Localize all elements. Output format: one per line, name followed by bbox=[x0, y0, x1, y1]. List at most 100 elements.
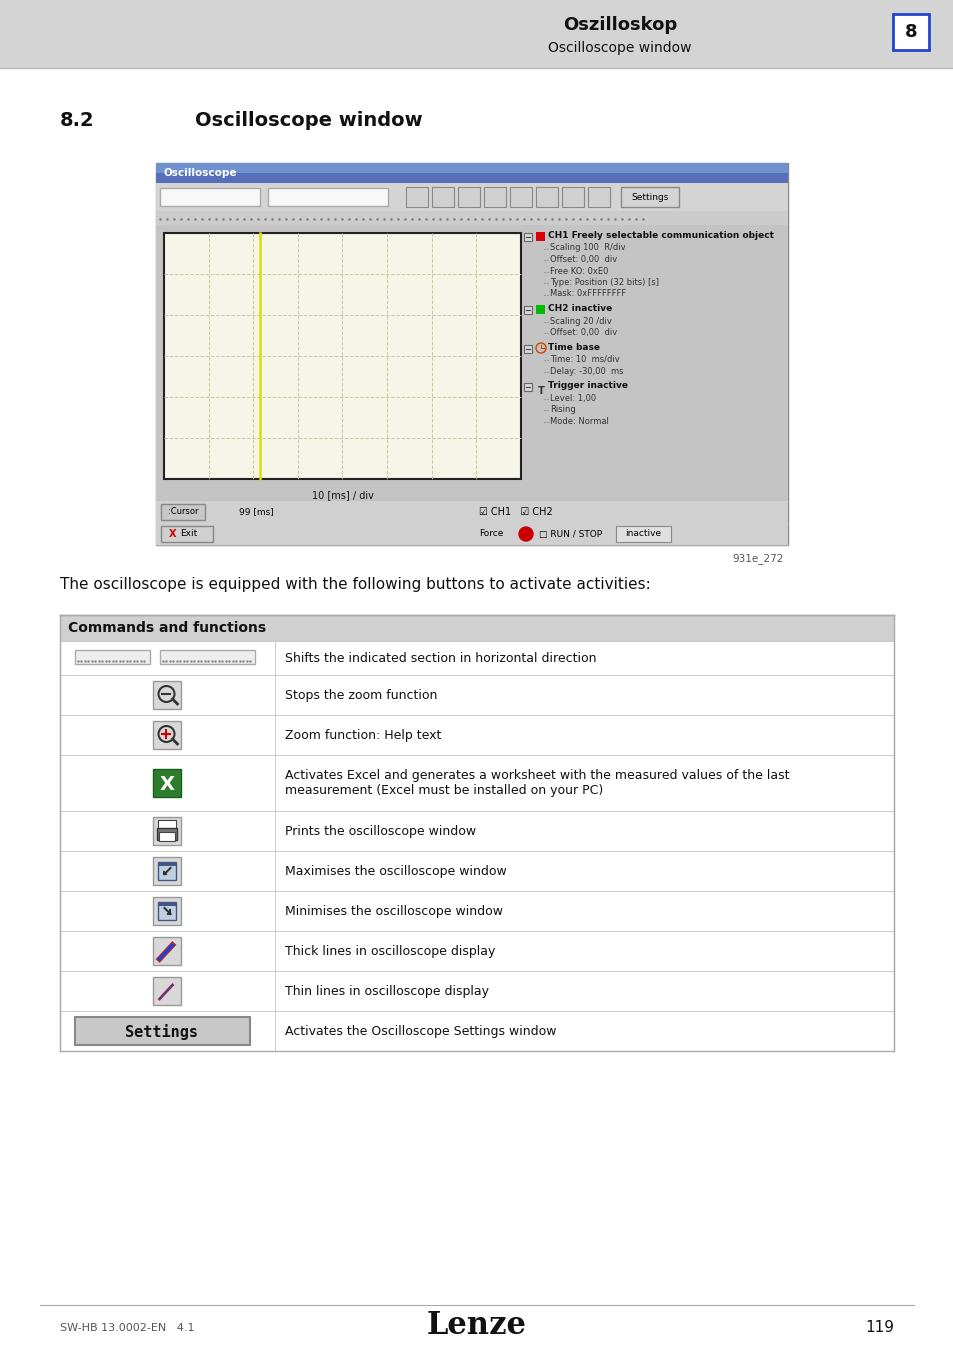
Bar bbox=[164, 234, 520, 479]
Circle shape bbox=[518, 526, 533, 541]
Bar bbox=[60, 1011, 893, 1052]
Bar bbox=[523, 344, 532, 352]
Bar bbox=[510, 188, 532, 207]
Bar bbox=[159, 832, 175, 841]
Text: Time base: Time base bbox=[547, 343, 599, 351]
Text: Maximises the oscilloscope window: Maximises the oscilloscope window bbox=[285, 864, 506, 878]
Bar bbox=[587, 188, 609, 207]
Bar bbox=[158, 863, 176, 865]
Text: Type: Position (32 bits) [s]: Type: Position (32 bits) [s] bbox=[550, 278, 659, 288]
Text: 10 [ms] / div: 10 [ms] / div bbox=[312, 490, 373, 500]
Text: The oscilloscope is equipped with the following buttons to activate activities:: The oscilloscope is equipped with the fo… bbox=[60, 576, 650, 593]
Bar bbox=[156, 522, 787, 545]
Text: Minimises the oscilloscope window: Minimises the oscilloscope window bbox=[285, 904, 502, 918]
Text: Time: 10  ms/div: Time: 10 ms/div bbox=[550, 355, 619, 364]
Text: Oszilloskop: Oszilloskop bbox=[562, 16, 677, 34]
Bar bbox=[156, 163, 787, 545]
Text: Lenze: Lenze bbox=[427, 1310, 526, 1341]
Text: Exit: Exit bbox=[180, 529, 197, 539]
Text: Thin lines in oscilloscope display: Thin lines in oscilloscope display bbox=[285, 984, 489, 998]
Text: Offset: 0,00  div: Offset: 0,00 div bbox=[550, 255, 617, 265]
Bar bbox=[161, 504, 205, 520]
Bar bbox=[75, 649, 150, 664]
Text: Level: 1,00: Level: 1,00 bbox=[550, 393, 596, 402]
Text: :Cursor: :Cursor bbox=[168, 508, 198, 517]
Text: Settings: Settings bbox=[126, 1025, 198, 1040]
Bar bbox=[0, 0, 953, 68]
Text: Scaling 20 /div: Scaling 20 /div bbox=[550, 316, 611, 325]
Bar bbox=[153, 896, 181, 925]
Text: X: X bbox=[160, 775, 174, 794]
Bar bbox=[523, 234, 532, 242]
Bar bbox=[153, 817, 181, 845]
Text: Oscilloscope: Oscilloscope bbox=[164, 167, 237, 178]
Bar bbox=[158, 819, 176, 830]
Text: Trigger inactive: Trigger inactive bbox=[547, 381, 627, 390]
Text: Thick lines in oscilloscope display: Thick lines in oscilloscope display bbox=[285, 945, 495, 957]
Bar bbox=[523, 306, 532, 315]
Text: Prints the oscilloscope window: Prints the oscilloscope window bbox=[285, 825, 476, 837]
Bar bbox=[60, 891, 893, 931]
Bar bbox=[156, 184, 787, 211]
Text: Activates Excel and generates a worksheet with the measured values of the last
m: Activates Excel and generates a workshee… bbox=[285, 769, 789, 796]
Bar bbox=[60, 675, 893, 716]
Text: Free KO: 0xE0: Free KO: 0xE0 bbox=[550, 266, 608, 275]
Text: Commands and functions: Commands and functions bbox=[68, 621, 266, 634]
Bar bbox=[153, 721, 181, 749]
Bar bbox=[457, 188, 479, 207]
Bar bbox=[536, 188, 558, 207]
Text: SW-HB 13.0002-EN   4.1: SW-HB 13.0002-EN 4.1 bbox=[60, 1323, 194, 1332]
Bar bbox=[156, 225, 787, 501]
Bar bbox=[406, 188, 428, 207]
Bar bbox=[158, 863, 176, 880]
Text: 8: 8 bbox=[903, 23, 917, 40]
Bar bbox=[60, 971, 893, 1011]
Text: 119: 119 bbox=[864, 1320, 893, 1335]
Text: 931e_272: 931e_272 bbox=[732, 554, 783, 564]
Text: X: X bbox=[169, 529, 176, 539]
Text: Mode: Normal: Mode: Normal bbox=[550, 417, 608, 425]
Bar bbox=[536, 305, 544, 315]
Text: Delay: -30,00  ms: Delay: -30,00 ms bbox=[550, 366, 623, 375]
Text: Force: Force bbox=[478, 529, 502, 539]
Bar bbox=[157, 828, 177, 840]
Bar bbox=[161, 526, 213, 541]
Text: Activates the Oscilloscope Settings window: Activates the Oscilloscope Settings wind… bbox=[285, 1025, 556, 1038]
Bar bbox=[60, 850, 893, 891]
Text: Oscilloscope window: Oscilloscope window bbox=[194, 111, 422, 130]
Bar bbox=[60, 811, 893, 850]
Text: Rising: Rising bbox=[550, 405, 576, 414]
Text: CH2 inactive: CH2 inactive bbox=[547, 304, 612, 313]
Text: 8.2: 8.2 bbox=[60, 111, 94, 130]
Text: Shifts the indicated section in horizontal direction: Shifts the indicated section in horizont… bbox=[285, 652, 596, 664]
Bar bbox=[60, 755, 893, 811]
Text: T: T bbox=[537, 386, 544, 396]
Bar bbox=[483, 188, 505, 207]
Text: Oscilloscope window: Oscilloscope window bbox=[548, 40, 691, 55]
Bar bbox=[523, 383, 532, 392]
Bar bbox=[60, 616, 893, 641]
Bar bbox=[536, 232, 544, 242]
Text: CH1 Freely selectable communication object: CH1 Freely selectable communication obje… bbox=[547, 231, 773, 240]
Bar bbox=[620, 188, 679, 207]
Bar bbox=[160, 188, 260, 207]
Text: ☑ CH1   ☑ CH2: ☑ CH1 ☑ CH2 bbox=[478, 508, 553, 517]
Bar bbox=[432, 188, 454, 207]
Bar bbox=[153, 769, 181, 796]
Text: inactive: inactive bbox=[624, 529, 660, 539]
Bar bbox=[153, 857, 181, 886]
Bar bbox=[153, 680, 181, 709]
Bar bbox=[153, 977, 181, 1004]
Text: Scaling 100  R/div: Scaling 100 R/div bbox=[550, 243, 625, 252]
Text: 99 [ms]: 99 [ms] bbox=[238, 508, 274, 517]
Bar bbox=[60, 641, 893, 675]
Bar bbox=[160, 649, 254, 664]
Text: Stops the zoom function: Stops the zoom function bbox=[285, 688, 436, 702]
Bar bbox=[156, 163, 787, 184]
Text: Offset: 0,00  div: Offset: 0,00 div bbox=[550, 328, 617, 338]
Bar bbox=[60, 931, 893, 971]
Text: Settings: Settings bbox=[631, 193, 668, 201]
Bar bbox=[60, 716, 893, 755]
Bar bbox=[616, 526, 670, 541]
Text: □ RUN / STOP: □ RUN / STOP bbox=[538, 529, 602, 539]
